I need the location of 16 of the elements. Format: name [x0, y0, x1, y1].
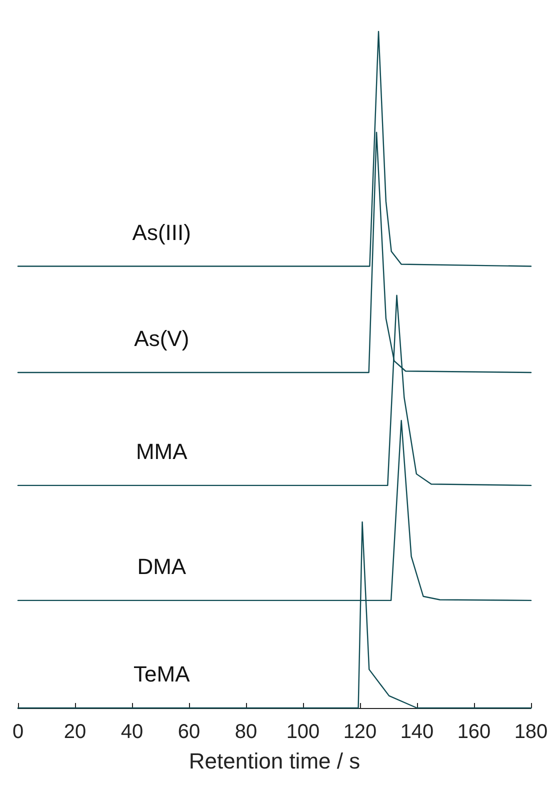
x-tick-label: 180 [514, 721, 548, 743]
series-label: DMA [137, 554, 186, 579]
series-label: As(V) [134, 326, 190, 351]
series-label: As(III) [132, 220, 191, 245]
x-axis-title: Retention time / s [188, 748, 360, 774]
x-tick-label: 20 [64, 721, 86, 743]
series-label: MMA [136, 438, 188, 464]
x-tick-label: 40 [120, 721, 144, 743]
x-tick-label: 0 [12, 721, 24, 743]
x-tick-label: 120 [343, 721, 377, 743]
x-tick-label: 80 [234, 721, 258, 743]
x-tick-label: 60 [178, 721, 200, 743]
x-tick-label: 140 [400, 721, 434, 743]
x-tick-label: 160 [457, 721, 491, 743]
series-label: TeMA [134, 662, 190, 686]
x-tick-label: 100 [286, 721, 320, 743]
